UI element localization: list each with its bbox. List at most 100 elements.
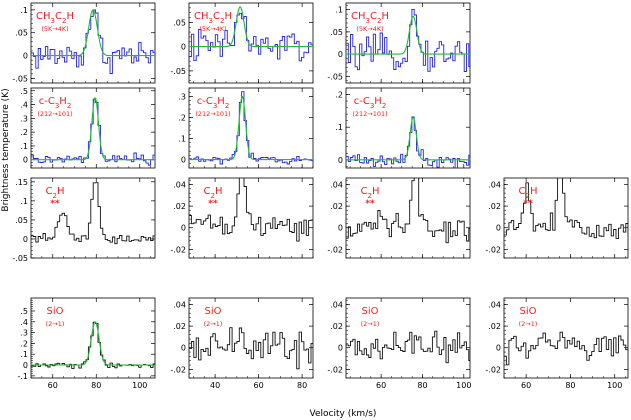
y-tick-label: 0 <box>496 344 501 353</box>
y-tick-label: -.05 <box>12 254 28 263</box>
y-tick-label: .05 <box>330 28 343 37</box>
species-label: c-C3H2 <box>39 96 72 110</box>
x-tick-label: 80 <box>91 381 101 390</box>
y-tick-label: .02 <box>488 322 501 331</box>
y-tick-label: 0 <box>496 224 501 233</box>
y-tick-label: .04 <box>173 300 186 309</box>
y-tick-label: -.02 <box>170 245 186 254</box>
y-tick-label: -.05 <box>327 72 343 81</box>
gaussian-fit-series <box>189 95 313 161</box>
y-tick-label: .04 <box>330 300 343 309</box>
y-tick-label: .02 <box>330 202 343 211</box>
y-tick-label: .05 <box>15 29 28 38</box>
spectrum-series <box>31 98 155 166</box>
y-tick-label: 0 <box>23 156 28 165</box>
panel-frame <box>30 177 156 259</box>
transition-label: (212→101) <box>37 110 72 118</box>
transition-label: (2→1) <box>204 320 223 328</box>
spectrum-panel: -.02 0 .02 .04 40 60 80 SiO (2→1) <box>170 297 314 390</box>
spectrum-series <box>189 327 313 370</box>
y-tick-label: -.02 <box>170 365 186 374</box>
transition-label: (2→1) <box>361 320 380 328</box>
y-tick-label: .5 <box>20 87 28 96</box>
y-tick-label: 0 <box>23 235 28 244</box>
species-label: C2H <box>46 186 65 200</box>
y-tick-label: .3 <box>178 92 186 101</box>
panel-frame <box>30 297 156 379</box>
species-label: CH3C2H <box>194 11 232 25</box>
y-tick-label: .02 <box>488 202 501 211</box>
spectrum-panel: -.05 0 .05 .1 .15 C2H** <box>12 177 156 263</box>
spectrum-panel: -.05 0 .05 .1 CH3C2H(5K→4K) <box>327 2 471 84</box>
stars-label: ** <box>208 199 218 209</box>
y-tick-label: .1 <box>335 6 343 15</box>
y-tick-label: .2 <box>178 113 186 122</box>
figure-xlabel: Velocity (km/s) <box>310 409 377 419</box>
panel-grid: -.050.05.1CH3C2H(5K→4K)-.050.05CH3C2H(5K… <box>12 2 629 390</box>
y-tick-label: .3 <box>20 114 28 123</box>
figure-ylabel: Brightness temperature (K) <box>1 88 11 211</box>
x-tick-label: 60 <box>376 381 386 390</box>
gaussian-fit-series <box>346 116 470 161</box>
stars-label: ** <box>365 199 375 209</box>
spectrum-series <box>31 9 155 74</box>
spectrum-panel: 0 .1 .2 .3 .4 .5 c-C3H2(212→101) <box>20 87 156 169</box>
y-tick-label: .1 <box>20 197 28 206</box>
x-tick-label: 80 <box>565 381 575 390</box>
species-label: c-C3H2 <box>354 96 387 110</box>
species-label: C2H <box>361 186 380 200</box>
species-label: C2H <box>204 186 223 200</box>
y-tick-label: -.02 <box>485 365 501 374</box>
species-label: SiO <box>520 306 537 317</box>
y-tick-label: .05 <box>15 216 28 225</box>
species-label: SiO <box>205 306 222 317</box>
spectrum-series <box>504 330 628 366</box>
y-tick-label: .5 <box>20 307 28 316</box>
spectrum-panel: -.02 0 .02 .04 C2H** <box>170 177 314 259</box>
panel-frame <box>30 2 156 84</box>
spectrum-series <box>346 330 470 364</box>
x-tick-label: 60 <box>254 381 264 390</box>
y-tick-label: 0 <box>23 361 28 370</box>
y-tick-label: .04 <box>173 180 186 189</box>
transition-label: (5K→4K) <box>199 25 226 33</box>
species-label: CH3C2H <box>36 11 74 25</box>
y-tick-label: -.05 <box>12 74 28 83</box>
y-tick-label: 0 <box>181 224 186 233</box>
x-tick-label: 80 <box>297 381 307 390</box>
x-tick-label: 100 <box>607 381 622 390</box>
y-tick-label: .02 <box>173 202 186 211</box>
panel-frame <box>188 87 314 169</box>
y-tick-label: 0 <box>181 43 186 52</box>
species-label: SiO <box>47 306 64 317</box>
y-tick-label: .02 <box>330 322 343 331</box>
x-tick-label: 100 <box>456 381 471 390</box>
y-tick-label: .4 <box>20 318 28 327</box>
transition-label: (2→1) <box>519 320 538 328</box>
y-tick-label: .05 <box>173 18 186 27</box>
spectrum-series <box>31 321 155 369</box>
x-tick-label: 100 <box>132 381 147 390</box>
x-tick-label: 40 <box>210 381 220 390</box>
spectrum-series <box>346 8 470 72</box>
gaussian-fit-series <box>31 96 155 161</box>
panel-frame <box>188 2 314 84</box>
transition-label: (212→101) <box>352 110 387 118</box>
y-tick-label: 0 <box>338 50 343 59</box>
panel-frame <box>345 297 471 379</box>
panel-frame <box>345 87 471 169</box>
transition-label: (5K→4K) <box>41 25 68 33</box>
y-tick-label: .15 <box>15 178 28 187</box>
spectrum-panel: -.05 0 .05 CH3C2H(5K→4K) <box>170 2 314 84</box>
y-tick-label: .1 <box>20 6 28 15</box>
y-tick-label: .04 <box>488 300 501 309</box>
spectrum-series <box>189 178 313 242</box>
y-tick-label: .2 <box>335 91 343 100</box>
transition-label: (212→101) <box>195 110 230 118</box>
y-tick-label: 0 <box>181 344 186 353</box>
panel-frame <box>345 177 471 259</box>
species-label: SiO <box>362 306 379 317</box>
y-tick-label: 0 <box>338 344 343 353</box>
x-tick-label: 60 <box>521 381 531 390</box>
